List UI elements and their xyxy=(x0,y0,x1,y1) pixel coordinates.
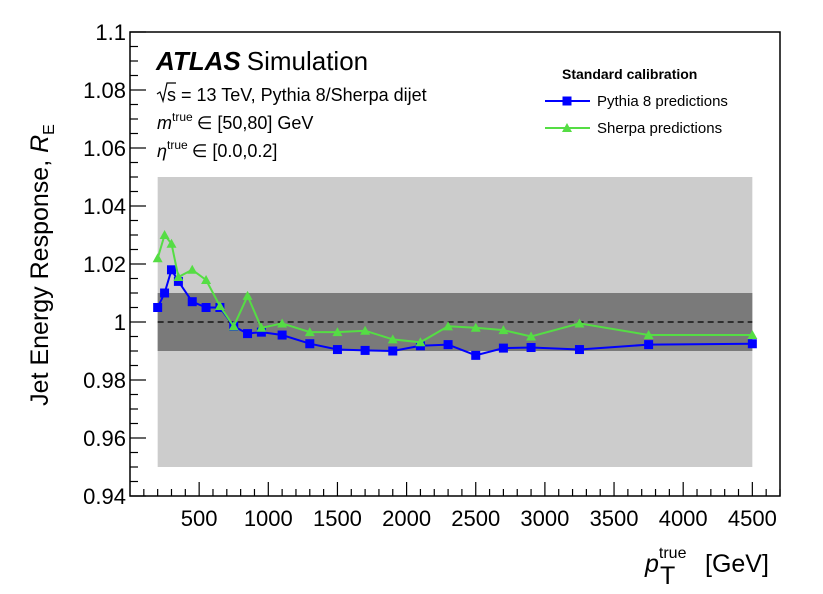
y-tick-label: 1.04 xyxy=(83,194,126,219)
series-0-point xyxy=(201,303,211,312)
x-tick-label: 3500 xyxy=(590,506,639,531)
x-axis-title-unit: [GeV] xyxy=(705,550,769,578)
series-0-point xyxy=(153,303,163,312)
mass-range: ∈ [50,80] GeV xyxy=(197,113,314,133)
x-axis-ticks: 500 1000 1500 2000 2500 3000 3500 4000 4500 xyxy=(143,482,781,531)
series-1-point xyxy=(173,272,184,282)
x-axis-title-sup: true xyxy=(659,545,687,562)
y-axis-title-var: R xyxy=(26,135,54,153)
y-tick-label: 1.1 xyxy=(95,20,126,45)
series-1-point xyxy=(526,331,537,341)
series-0-point xyxy=(526,343,536,353)
series-0-point xyxy=(644,340,654,350)
eta-range: ∈ [0.0,0.2] xyxy=(192,141,278,161)
x-tick-label: 500 xyxy=(181,506,218,531)
y-tick-label: 0.94 xyxy=(83,484,126,509)
series-0-point xyxy=(747,339,757,349)
series-0-point xyxy=(498,343,508,353)
series-0-point xyxy=(166,265,176,275)
series-1-point xyxy=(277,318,288,328)
x-tick-label: 2000 xyxy=(382,506,431,531)
series-1-point xyxy=(332,327,343,337)
series-1-point xyxy=(228,321,239,331)
x-tick-label: 1000 xyxy=(244,506,293,531)
x-tick-label: 3000 xyxy=(520,506,569,531)
y-axis-ticks: 0.94 0.96 0.98 1 1.02 1.04 1.06 1.08 1.1 xyxy=(83,20,146,509)
y-axis-title-main: Jet Energy Response, xyxy=(26,153,54,406)
y-tick-label: 0.96 xyxy=(83,426,126,451)
x-axis-title-main: p xyxy=(644,550,659,578)
y-tick-label: 1.08 xyxy=(83,78,126,103)
sqrt-s-var: s xyxy=(167,85,176,105)
legend: Standard calibration Pythia 8 prediction… xyxy=(545,66,728,137)
series-0-point xyxy=(256,327,266,337)
x-tick-label: 4000 xyxy=(659,506,708,531)
x-tick-label: 2500 xyxy=(451,506,500,531)
series-0-point xyxy=(160,288,170,298)
series-1-point xyxy=(187,264,198,274)
series-1-point xyxy=(643,330,654,340)
legend-sherpa-label: Sherpa predictions xyxy=(597,120,722,137)
atlas-label-suffix: Simulation xyxy=(247,46,368,76)
series-1-point xyxy=(159,230,170,239)
series-0-point xyxy=(187,297,197,307)
y-tick-label: 1.06 xyxy=(83,136,126,161)
series-0-point xyxy=(305,339,315,349)
x-tick-label: 1500 xyxy=(313,506,362,531)
series-1-point xyxy=(574,318,585,328)
legend-title: Standard calibration xyxy=(562,66,697,82)
mass-line: mtrue ∈ [50,80] GeV xyxy=(157,110,313,133)
atlas-label: ATLAS Simulation xyxy=(155,46,368,76)
x-tick-label: 4500 xyxy=(728,506,777,531)
series-1-point xyxy=(201,274,212,284)
series-0-point xyxy=(574,345,584,355)
series-1-point xyxy=(256,322,267,332)
eta-sup: true xyxy=(167,138,188,152)
x-axis-title-sub: T xyxy=(660,562,675,590)
series-0-point xyxy=(471,350,481,360)
series-1-point xyxy=(166,238,177,248)
series-1-point xyxy=(152,253,163,263)
mass-var: m xyxy=(157,113,172,133)
legend-pythia-label: Pythia 8 predictions xyxy=(597,93,728,110)
series-0-point xyxy=(443,340,453,350)
series-layer xyxy=(152,230,758,360)
series-0-point xyxy=(277,330,287,340)
y-tick-label: 1.02 xyxy=(83,252,126,277)
y-tick-label: 1 xyxy=(114,310,126,335)
y-tick-label: 0.98 xyxy=(83,368,126,393)
series-1-point xyxy=(360,325,371,335)
series-1-point xyxy=(470,322,481,332)
sqrt-symbol xyxy=(156,82,176,104)
series-1-point xyxy=(747,330,758,340)
series-0-point xyxy=(173,276,183,286)
energy-line: s = 13 TeV, Pythia 8/Sherpa dijet xyxy=(167,85,427,105)
legend-sherpa-marker xyxy=(562,123,572,132)
mass-sup: true xyxy=(172,110,193,124)
energy-text: = 13 TeV, Pythia 8/Sherpa dijet xyxy=(181,85,427,105)
eta-line: ηtrue ∈ [0.0,0.2] xyxy=(157,138,277,161)
series-1-point xyxy=(214,301,225,311)
series-1-point xyxy=(304,327,315,337)
series-0-point xyxy=(388,346,398,356)
y-axis-title-sub: E xyxy=(41,124,58,135)
series-0-point xyxy=(243,329,253,339)
series-1-point xyxy=(387,334,398,344)
series-1-point xyxy=(498,325,509,335)
legend-pythia-marker xyxy=(562,96,572,106)
series-1-point xyxy=(415,337,426,347)
series-0-point xyxy=(332,345,342,355)
x-axis-title: ptrue xyxy=(644,545,687,578)
eta-var: η xyxy=(157,141,167,161)
series-1-point xyxy=(242,290,253,300)
series-1-point xyxy=(443,321,454,331)
y-axis-title: Jet Energy Response, RE xyxy=(26,124,58,406)
atlas-label-bold: ATLAS xyxy=(155,46,241,76)
series-0-point xyxy=(360,345,370,355)
